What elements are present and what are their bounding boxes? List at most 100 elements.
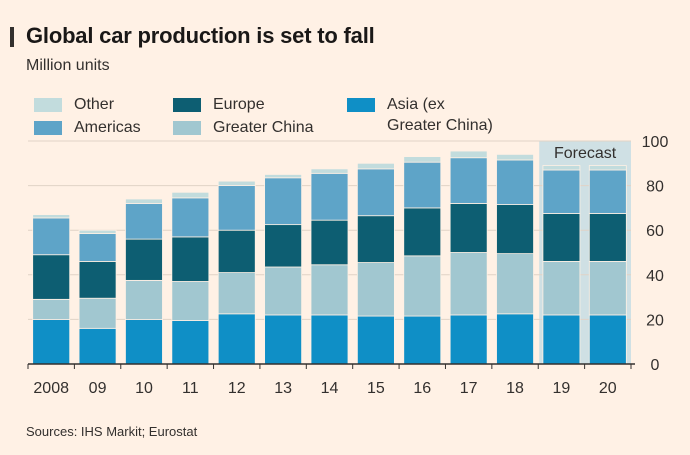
legend-item-europe: Europe [173,94,265,115]
bar-segment-2 [264,224,303,268]
bar-segment-4 [356,162,395,170]
x-tick-label: 18 [506,380,524,397]
legend-label-other: Other [74,96,115,113]
bar-segment-4 [403,156,442,163]
bar-segment-1 [449,252,488,316]
legend-swatch-europe [173,98,201,112]
bar-segment-1 [171,281,210,321]
bar-segment-3 [310,172,349,221]
x-tick-label: 10 [135,380,153,397]
bar-segment-3 [356,168,395,217]
bar-segment-4 [588,165,627,171]
bar-segment-3 [171,197,210,238]
bar-segment-4 [310,168,349,174]
y-tick-label: 100 [642,134,669,151]
bar-segment-0 [310,314,349,365]
bar-segment-4 [217,180,256,186]
bar-segment-0 [403,315,442,365]
bar-segment-4 [125,198,163,204]
bar-segment-3 [125,203,163,240]
bar-segment-0 [217,313,256,365]
bar-segment-0 [32,318,71,365]
legend-swatch-asia [347,98,375,112]
bar-segment-2 [217,229,256,273]
x-tick-label: 13 [274,380,292,397]
bar-segment-3 [588,169,627,214]
bar-segment-0 [264,314,303,365]
bar-segment-1 [542,261,581,316]
y-tick-label: 40 [646,268,664,285]
x-tick-label: 11 [182,380,199,397]
x-tick-label: 2008 [33,380,69,397]
bar-segment-4 [171,191,210,199]
bar-segment-0 [356,315,395,365]
legend-item-asia: Asia (ex Greater China) [347,94,493,136]
y-tick-label: 60 [646,223,664,240]
bar-segment-4 [496,153,534,161]
bar-segment-2 [125,238,163,281]
x-tick-label: 17 [460,380,478,397]
x-tick-label: 12 [228,380,246,397]
bar-segment-4 [32,214,71,219]
chart-subtitle: Million units [26,57,110,74]
bar-segment-4 [264,174,303,179]
bar-segment-1 [310,264,349,316]
legend-label-greater-china: Greater China [213,119,314,136]
legend-item-americas: Americas [34,117,141,138]
y-tick-label: 20 [646,312,664,329]
bar-segment-0 [496,313,534,365]
bar-segment-3 [403,161,442,209]
bar-segment-2 [542,213,581,262]
bar-segment-1 [217,272,256,315]
bar-segment-2 [449,203,488,253]
bar-segment-0 [542,314,581,365]
bar-segment-1 [78,297,117,329]
bar-segment-3 [542,169,581,214]
x-tick-label: 09 [89,380,107,397]
bar-segment-4 [78,229,117,234]
bar-segment-3 [496,159,534,205]
chart-title: Global car production is set to fall [26,23,375,48]
bar-segment-1 [32,298,71,320]
bar-segment-0 [449,314,488,365]
bar-segment-2 [171,236,210,282]
y-tick-label: 0 [651,357,660,374]
bar-segment-0 [588,314,627,365]
bar-segment-3 [32,217,71,256]
legend-swatch-americas [34,121,62,135]
bar-segment-3 [78,233,117,262]
legend-label-europe: Europe [213,96,265,113]
legend-label-americas: Americas [74,119,141,136]
bar-segment-2 [310,219,349,266]
bar-segment-1 [496,253,534,315]
x-tick-label: 14 [321,380,339,397]
bar-segment-3 [217,185,256,231]
bar-segment-1 [356,262,395,317]
x-tick-label: 19 [553,380,571,397]
x-tick-label: 20 [599,380,617,397]
source-note: Sources: IHS Markit; Eurostat [26,424,198,439]
bar-segment-1 [588,261,627,316]
title-accent-bar [10,27,14,47]
bar-segment-2 [78,261,117,299]
x-tick-label: 16 [413,380,431,397]
bar-segment-2 [496,204,534,255]
bar-segment-0 [125,318,163,365]
legend-item-greater-china: Greater China [173,117,314,138]
forecast-label: Forecast [554,145,617,162]
legend-item-other: Other [34,94,114,115]
bar-segment-1 [264,266,303,316]
bar-segment-3 [264,177,303,226]
bar-segment-0 [171,320,210,365]
y-tick-label: 80 [646,179,664,196]
bar-segment-1 [125,279,163,320]
bar-segment-3 [449,157,488,204]
legend-swatch-greater-china [173,121,201,135]
x-tick-label: 15 [367,380,385,397]
legend-swatch-other [34,98,62,112]
bar-segment-2 [356,215,395,263]
bar-segment-1 [403,255,442,317]
bar-segment-0 [78,327,117,365]
bar-segment-2 [588,213,627,262]
